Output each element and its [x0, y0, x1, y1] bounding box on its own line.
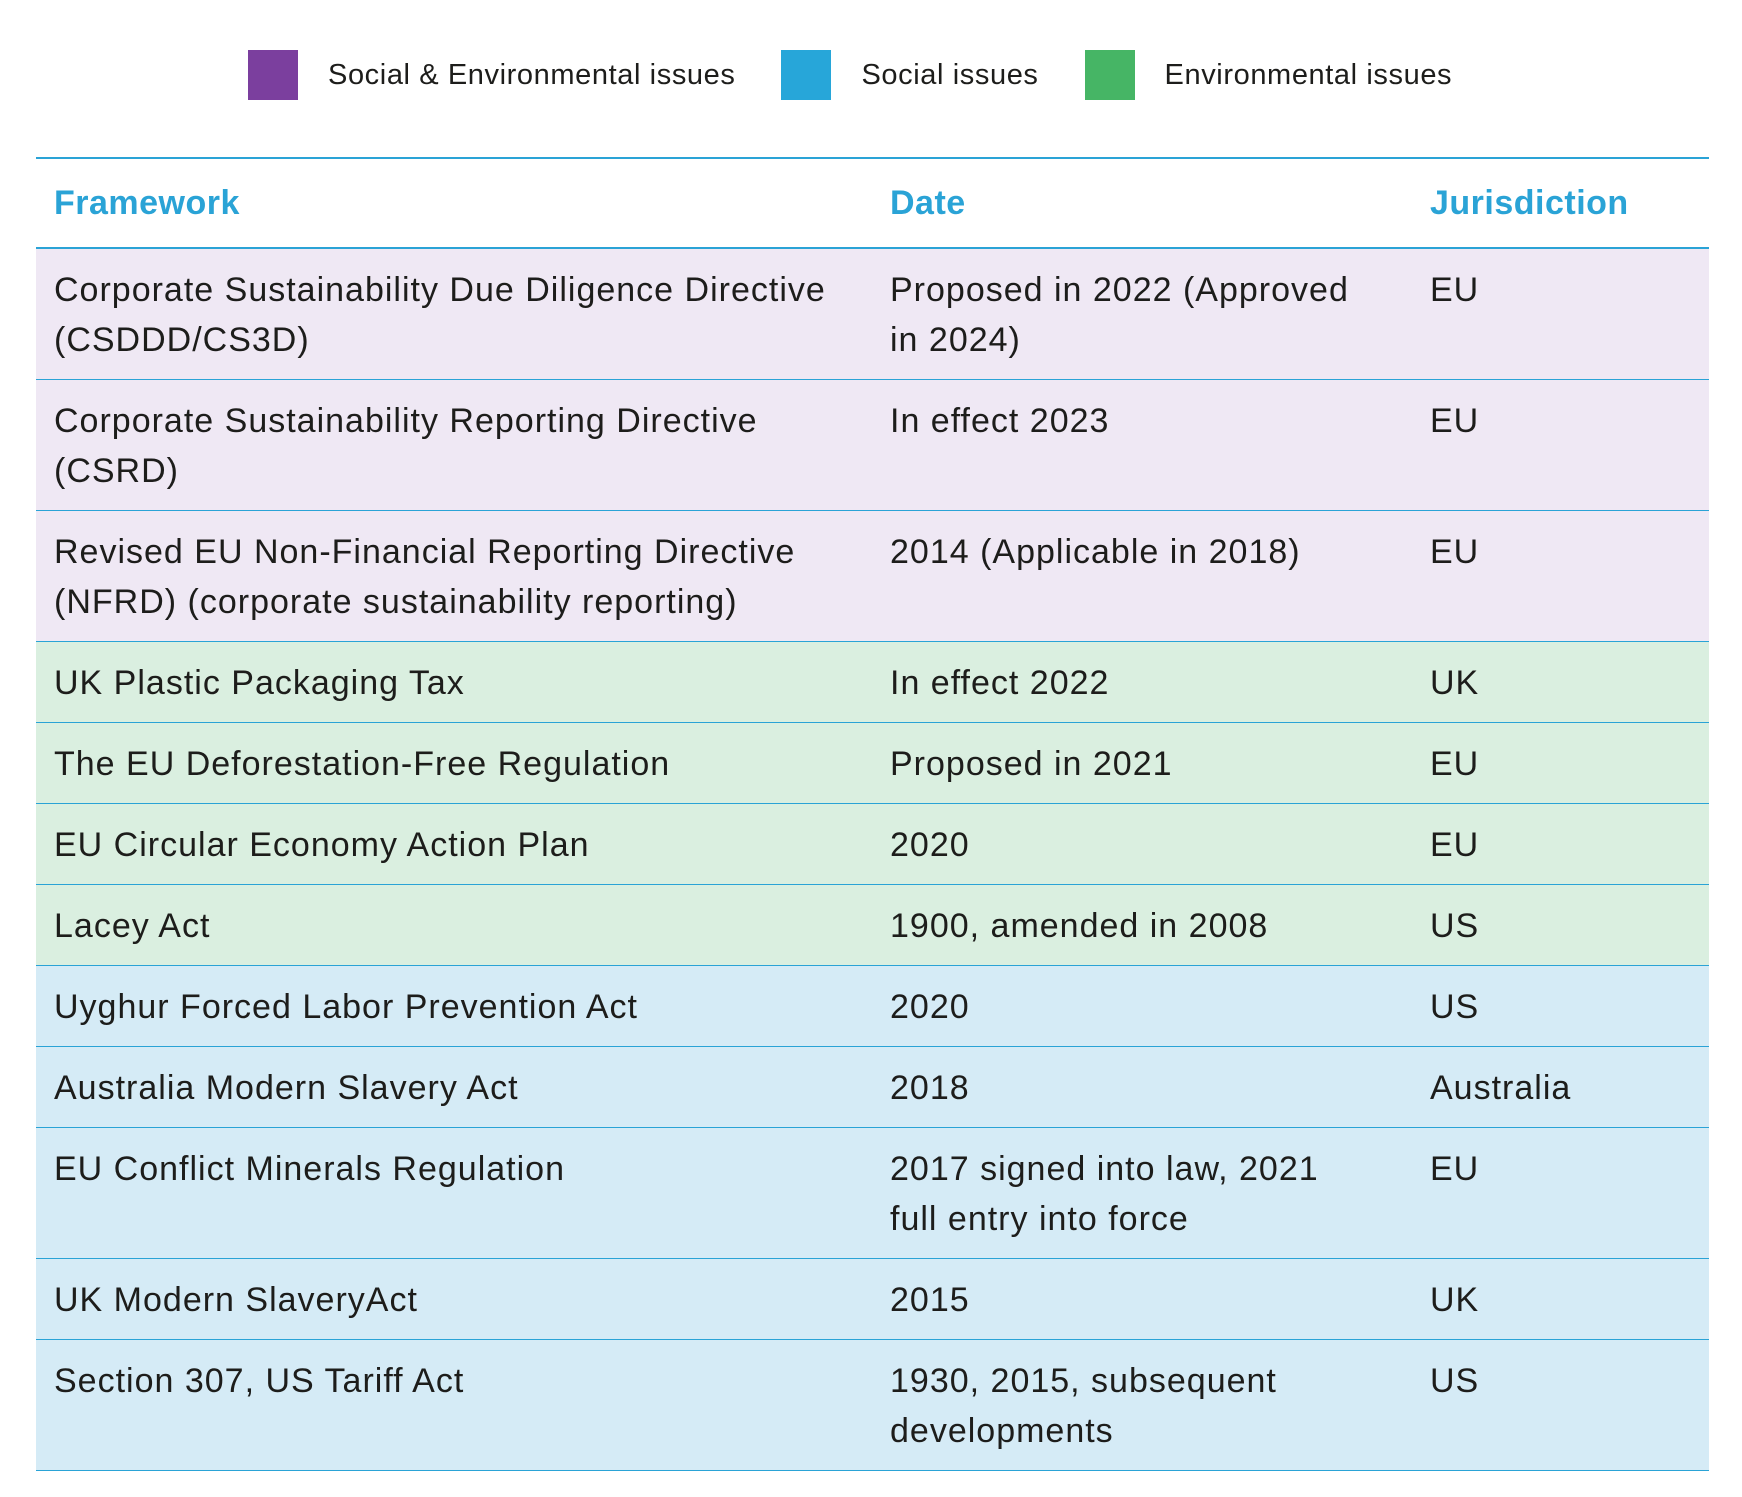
table-cell: EU [1412, 1127, 1709, 1259]
legend-item: Social & Environmental issues [248, 50, 735, 100]
table-cell: In effect 2022 [872, 641, 1412, 723]
table-row: Revised EU Non-Financial Reporting Direc… [36, 510, 1709, 642]
table-cell: 2018 [872, 1046, 1412, 1128]
table-cell: The EU Deforestation-Free Regulation [36, 722, 872, 804]
table-cell: In effect 2023 [872, 379, 1412, 511]
legend: Social & Environmental issues Social issu… [248, 50, 1498, 100]
table-cell: US [1412, 965, 1709, 1047]
legend-item: Environmental issues [1084, 50, 1453, 100]
table-cell: Section 307, US Tariff Act [36, 1339, 872, 1471]
table-row: EU Conflict Minerals Regulation 2017 sign… [36, 1127, 1709, 1259]
table-cell: Corporate Sustainability Due Diligence D… [36, 248, 872, 380]
table-cell: EU [1412, 248, 1709, 380]
column-header: Jurisdiction [1412, 157, 1709, 249]
table-cell: 2015 [872, 1258, 1412, 1340]
legend-item: Social issues [781, 50, 1038, 100]
table-cell: Australia [1412, 1046, 1709, 1128]
table-cell: EU Conflict Minerals Regulation [36, 1127, 872, 1259]
table-row: Corporate Sustainability Due Diligence D… [36, 248, 1709, 380]
table-row: Section 307, US Tariff Act 1930, 2015, su… [36, 1339, 1709, 1471]
table-row: Lacey Act 1900, amended in 2008 US [36, 884, 1709, 966]
table-cell: 2017 signed into law, 2021 full entry in… [872, 1127, 1412, 1259]
table-cell: Revised EU Non-Financial Reporting Direc… [36, 510, 872, 642]
table-cell: UK Plastic Packaging Tax [36, 641, 872, 723]
header-row: Framework Date Jurisdiction [36, 157, 1709, 249]
table-row: Corporate Sustainability Reporting Direc… [36, 379, 1709, 511]
table-cell: 2014 (Applicable in 2018) [872, 510, 1412, 642]
legend-label: Social & Environmental issues [328, 58, 736, 91]
legend-swatch [781, 50, 832, 100]
table-row: Uyghur Forced Labor Prevention Act 2020 US [36, 965, 1709, 1047]
table-cell: Lacey Act [36, 884, 872, 966]
table-cell: 1900, amended in 2008 [872, 884, 1412, 966]
table-cell: 2020 [872, 803, 1412, 885]
table-cell: Proposed in 2021 [872, 722, 1412, 804]
legend-label: Environmental issues [1164, 58, 1453, 91]
table-cell: EU [1412, 379, 1709, 511]
table-cell: US [1412, 1339, 1709, 1471]
table-cell: EU [1412, 722, 1709, 804]
table-row: The EU Deforestation-Free Regulation Prop… [36, 722, 1709, 804]
table-cell: US [1412, 884, 1709, 966]
frameworks-table: Framework Date Jurisdiction Corporate Sust… [36, 157, 1709, 1471]
table-cell: UK [1412, 1258, 1709, 1340]
table-body: Corporate Sustainability Due Diligence D… [36, 248, 1709, 1471]
column-header: Framework [36, 157, 872, 249]
table-cell: Uyghur Forced Labor Prevention Act [36, 965, 872, 1047]
table-cell: Corporate Sustainability Reporting Direc… [36, 379, 872, 511]
table-cell: 1930, 2015, subsequent developments [872, 1339, 1412, 1471]
table-cell: EU Circular Economy Action Plan [36, 803, 872, 885]
column-header: Date [872, 157, 1412, 249]
table-cell: EU [1412, 803, 1709, 885]
table-row: Australia Modern Slavery Act 2018 Australi… [36, 1046, 1709, 1128]
table-row: UK Modern SlaveryAct 2015 UK [36, 1258, 1709, 1340]
legend-swatch [248, 50, 298, 100]
table-row: EU Circular Economy Action Plan 2020 EU [36, 803, 1709, 885]
table-cell: EU [1412, 510, 1709, 642]
legend-swatch [1084, 50, 1135, 100]
table-cell: Proposed in 2022 (Approved in 2024) [872, 248, 1412, 380]
table-cell: 2020 [872, 965, 1412, 1047]
table-cell: Australia Modern Slavery Act [36, 1046, 872, 1128]
table-cell: UK Modern SlaveryAct [36, 1258, 872, 1340]
legend-label: Social issues [861, 58, 1039, 91]
table-row: UK Plastic Packaging Tax In effect 2022 UK [36, 641, 1709, 723]
table-cell: UK [1412, 641, 1709, 723]
